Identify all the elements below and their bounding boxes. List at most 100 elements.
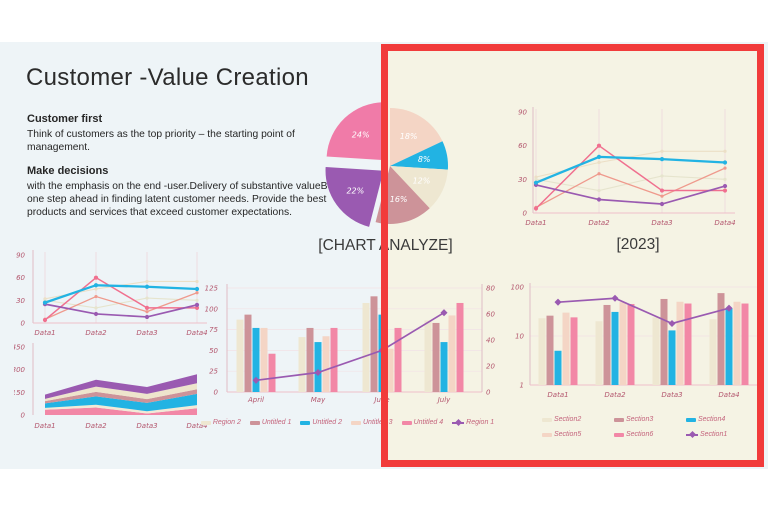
legend-label: Region 2 xyxy=(212,419,241,426)
line-marker-icon xyxy=(660,149,664,153)
line-marker-icon xyxy=(534,177,538,181)
bar-chart-sections: 1 10 100 Data1 Data2 Data3 Data4 xyxy=(511,283,757,399)
line-marker-icon xyxy=(195,279,199,284)
line-marker-icon xyxy=(725,304,733,312)
section-body: Think of customers as the top priority –… xyxy=(27,129,295,154)
stacked-area-chart: 0 150 300 450 Data1 Data2 Data3 Data4 xyxy=(14,343,208,430)
axis-tick-label: 80 xyxy=(486,285,495,293)
line-series-bright-pink xyxy=(535,144,725,210)
bar-Untitled 4 xyxy=(268,353,276,392)
line-marker-icon xyxy=(723,166,727,170)
x-axis-label: Data1 xyxy=(547,391,568,399)
pie-slice-label: 24% xyxy=(352,130,370,139)
bar-Section2 xyxy=(595,321,603,385)
pie-slice xyxy=(390,108,443,166)
bar-Section3 xyxy=(546,315,554,385)
line-series-Section1 xyxy=(557,297,730,325)
area-layer-pink xyxy=(45,407,197,415)
bar-Section5 xyxy=(619,302,627,385)
line-marker-icon xyxy=(660,194,664,198)
line-marker-icon xyxy=(533,180,539,185)
x-axis-label: Data1 xyxy=(525,219,546,227)
line-marker-icon xyxy=(144,284,150,289)
line-marker-icon xyxy=(145,296,149,300)
bar-Section4 xyxy=(611,311,619,385)
bar-Section5 xyxy=(733,301,741,385)
legend-item-section3: Section3 xyxy=(614,416,686,423)
legend-swatch-icon xyxy=(614,417,624,422)
line-marker-icon xyxy=(659,157,665,162)
legend-item-untitled-2: Untitled 2 xyxy=(300,419,342,426)
bar-Section2 xyxy=(652,317,660,385)
x-axis-label: Data2 xyxy=(85,329,107,337)
line-marker-icon xyxy=(722,183,728,189)
x-axis-label: April xyxy=(247,396,264,404)
area-layer-cream xyxy=(45,404,197,414)
line-marker-icon xyxy=(195,291,199,295)
line-series-purple xyxy=(44,303,198,318)
line-marker-icon xyxy=(597,188,601,193)
bar-Untitled 1 xyxy=(244,314,252,392)
bar-Untitled 3 xyxy=(260,327,268,392)
bar-Untitled 3 xyxy=(386,348,394,392)
legend-swatch-icon xyxy=(351,420,361,425)
line-marker-icon xyxy=(94,294,98,299)
line-series-cream-b xyxy=(44,297,198,309)
bar-Untitled 4 xyxy=(456,302,464,392)
section-body: with the emphasis on the end -user.Deliv… xyxy=(27,181,334,219)
axis-tick-label: 0 xyxy=(214,389,219,397)
x-axis-label: July xyxy=(436,396,451,404)
line-series-purple xyxy=(535,184,726,205)
legend-swatch-icon xyxy=(542,417,552,422)
pie-slice xyxy=(390,141,448,170)
axis-tick-label: 60 xyxy=(518,142,527,150)
legend-label: Section5 xyxy=(554,431,582,438)
line-marker-icon xyxy=(144,314,150,320)
line-marker-icon xyxy=(596,197,602,202)
axis-tick-label: 300 xyxy=(14,366,26,374)
x-axis-label: Data2 xyxy=(588,219,610,227)
legend-item-section1: Section1 xyxy=(686,431,758,438)
line-marker-icon xyxy=(42,300,48,305)
x-axis-label: Data1 xyxy=(34,422,55,430)
line-marker-icon xyxy=(659,201,665,207)
axis-tick-label: 450 xyxy=(14,344,26,352)
bar-Section2 xyxy=(709,319,717,385)
bar-Section6 xyxy=(570,317,578,385)
line-marker-icon xyxy=(194,305,200,310)
line-marker-icon xyxy=(145,310,149,314)
axis-tick-label: 100 xyxy=(511,284,525,292)
section-heading: Customer first xyxy=(27,113,103,125)
legend-line-marker-icon xyxy=(686,431,698,438)
x-axis-label: Data4 xyxy=(186,329,207,337)
axis-tick-label: 90 xyxy=(518,109,527,117)
legend-sections-chart: Section2 Section3 Section4 Section5 Section6… xyxy=(542,416,762,438)
bar-Untitled 1 xyxy=(306,327,314,392)
line-marker-icon xyxy=(723,149,727,153)
line-chart-left: 0 30 60 90 Data1 Data2 Data3 Data4 xyxy=(16,250,208,337)
x-axis-label: Data1 xyxy=(34,329,55,337)
axis-tick-label: 20 xyxy=(486,363,495,371)
legend-swatch-icon xyxy=(542,432,552,437)
axis-tick-label: 60 xyxy=(16,274,25,282)
line-marker-icon xyxy=(533,206,539,211)
highlighted-panel-background xyxy=(385,47,763,464)
pie-slice-label: 16% xyxy=(390,195,408,204)
line-marker-icon xyxy=(597,172,601,176)
axis-tick-label: 30 xyxy=(518,176,527,184)
line-series-salmon xyxy=(44,292,198,320)
pie-slice-label: 12% xyxy=(413,176,431,185)
legend-label: Section3 xyxy=(626,416,654,423)
x-axis-label: Data3 xyxy=(651,219,672,227)
line-marker-icon xyxy=(596,143,602,148)
axis-tick-label: 30 xyxy=(16,297,25,305)
line-marker-icon xyxy=(534,175,538,179)
line-marker-icon xyxy=(723,177,727,181)
line-series-cream-a xyxy=(44,280,197,300)
axis-tick-label: 50 xyxy=(209,347,218,355)
bar-Region 2 xyxy=(424,320,432,392)
line-marker-icon xyxy=(722,160,728,165)
legend-label: Untitled 3 xyxy=(363,419,393,426)
